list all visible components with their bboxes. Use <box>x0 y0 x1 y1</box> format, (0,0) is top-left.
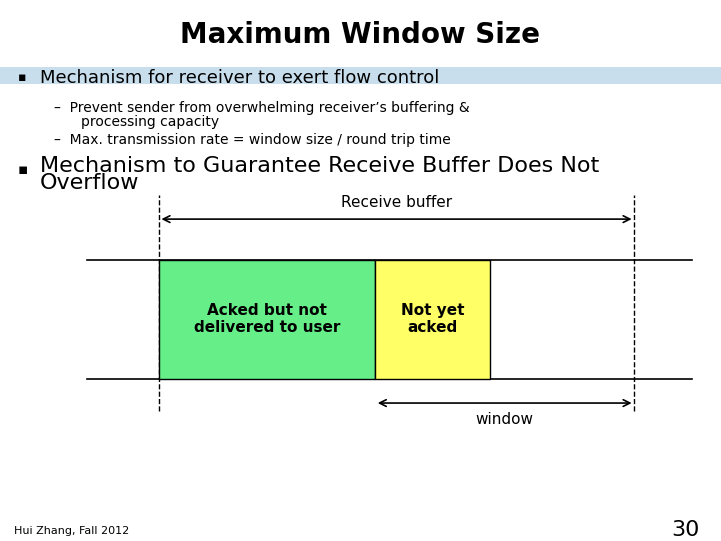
Text: 30: 30 <box>671 520 699 540</box>
Text: ▪: ▪ <box>18 71 27 84</box>
Text: Acked but not
delivered to user: Acked but not delivered to user <box>193 303 340 335</box>
Text: Mechanism to Guarantee Receive Buffer Does Not: Mechanism to Guarantee Receive Buffer Do… <box>40 156 599 176</box>
Bar <box>0 67 721 84</box>
Text: Maximum Window Size: Maximum Window Size <box>180 21 541 49</box>
Bar <box>159 260 375 379</box>
Text: Receive buffer: Receive buffer <box>341 195 452 210</box>
Text: processing capacity: processing capacity <box>81 115 219 129</box>
Text: –  Max. transmission rate = window size / round trip time: – Max. transmission rate = window size /… <box>54 133 451 147</box>
Text: Hui Zhang, Fall 2012: Hui Zhang, Fall 2012 <box>14 526 130 536</box>
Text: Not yet
acked: Not yet acked <box>401 303 464 335</box>
Text: –  Prevent sender from overwhelming receiver’s buffering &: – Prevent sender from overwhelming recei… <box>54 101 469 115</box>
Text: Overflow: Overflow <box>40 173 139 193</box>
Text: ▪: ▪ <box>18 162 28 177</box>
Text: Mechanism for receiver to exert flow control: Mechanism for receiver to exert flow con… <box>40 69 439 87</box>
Text: window: window <box>476 412 534 427</box>
Bar <box>375 260 490 379</box>
